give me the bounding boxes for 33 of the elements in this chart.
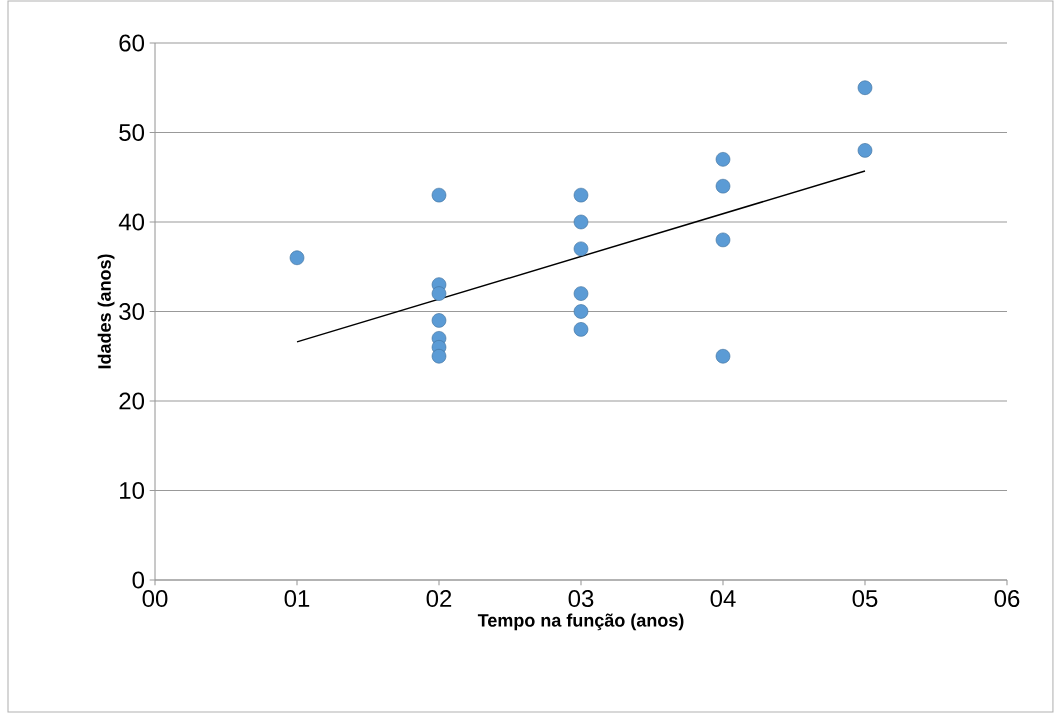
x-tick-label: 00 xyxy=(142,590,168,608)
point xyxy=(857,143,873,158)
x-tick-label: 05 xyxy=(852,590,878,608)
point xyxy=(573,241,589,257)
point xyxy=(715,152,731,167)
point xyxy=(573,322,589,337)
point xyxy=(715,348,731,364)
point xyxy=(573,214,589,230)
point xyxy=(715,232,731,248)
y-tick-label: 20 xyxy=(119,392,145,410)
point xyxy=(857,80,873,96)
y-tick-label: 0 xyxy=(132,571,145,589)
point xyxy=(573,187,589,203)
point xyxy=(715,178,731,194)
y-tick-label: 30 xyxy=(119,302,145,320)
x-axis-title: Tempo na função (anos) xyxy=(477,613,684,631)
y-tick-label: 60 xyxy=(119,34,145,52)
point xyxy=(431,187,447,203)
point xyxy=(431,286,447,301)
x-tick-label: 03 xyxy=(568,590,594,608)
point xyxy=(289,250,305,266)
point xyxy=(431,348,447,364)
point xyxy=(431,313,447,328)
point xyxy=(573,286,589,301)
x-tick-label: 01 xyxy=(284,590,310,608)
y-tick-label: 10 xyxy=(120,481,145,499)
y-axis-title: Idades (anos) xyxy=(97,254,115,369)
x-tick-label: 06 xyxy=(994,590,1020,608)
x-tick-label: 04 xyxy=(710,590,736,608)
x-tick-label: 02 xyxy=(426,590,452,608)
y-tick-label: 40 xyxy=(118,213,145,231)
y-tick-label: 50 xyxy=(119,123,145,141)
point xyxy=(573,304,589,319)
